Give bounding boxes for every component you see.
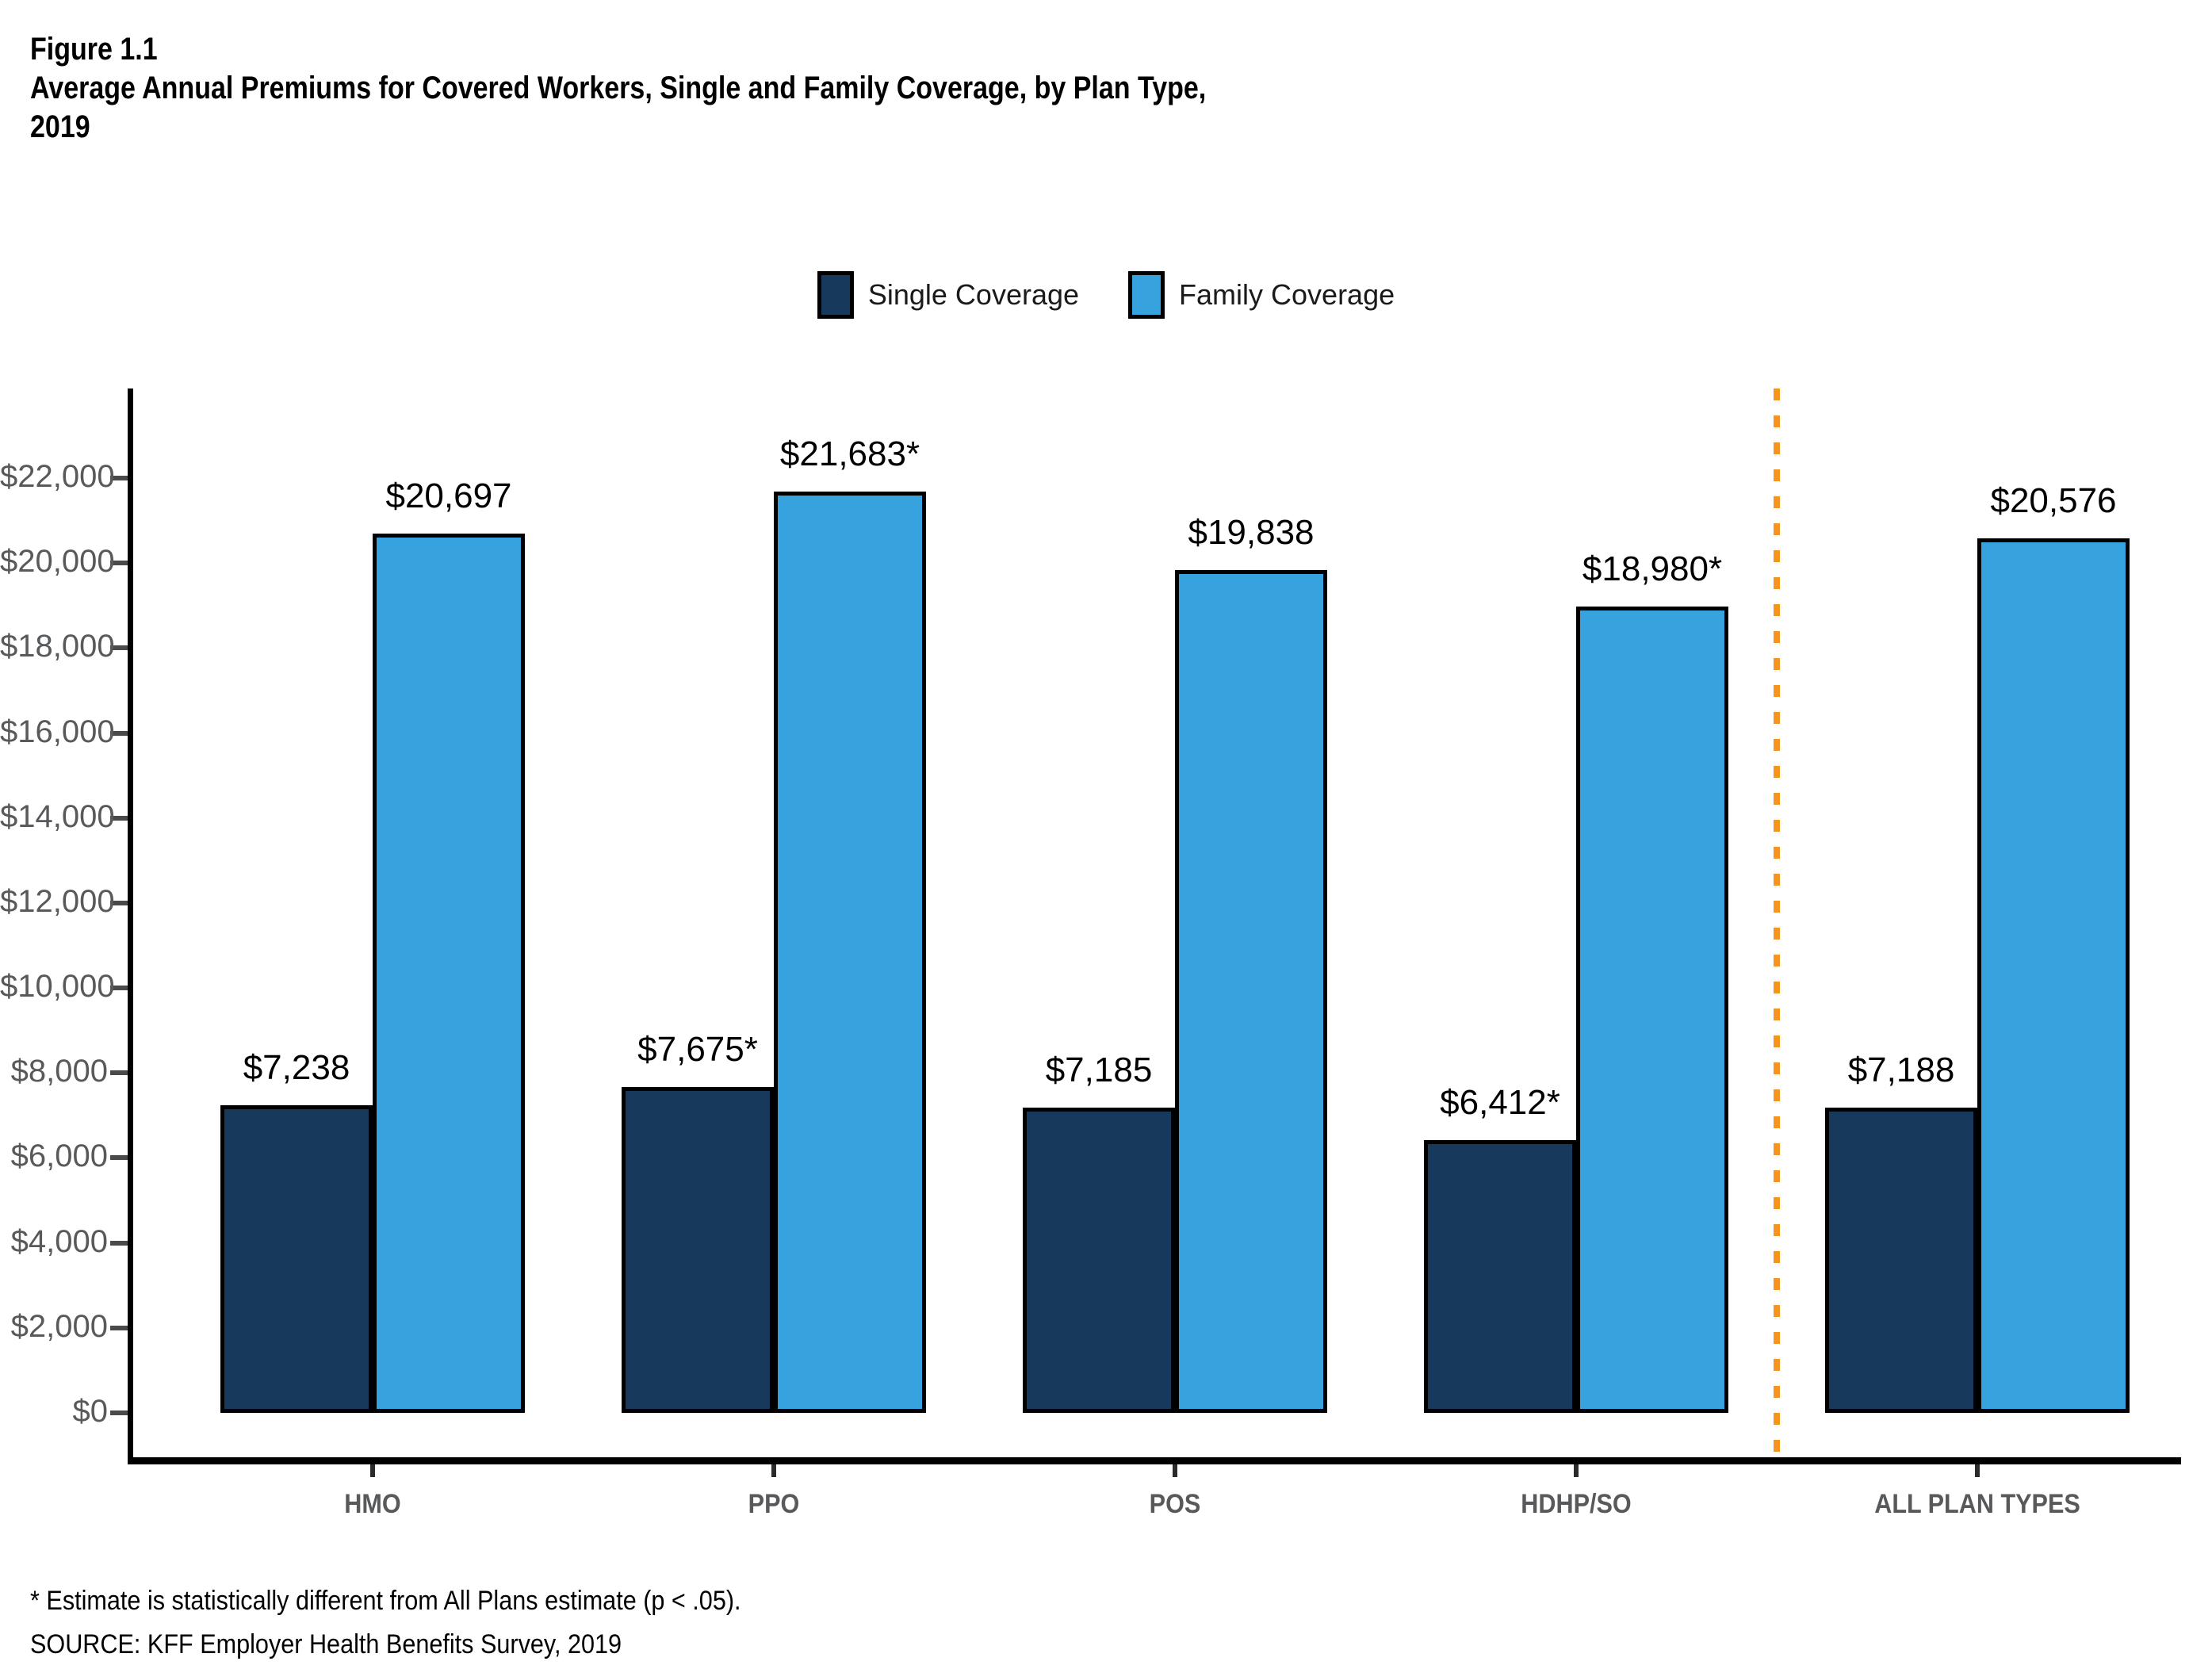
legend-label-single: Single Coverage	[867, 278, 1080, 311]
bar-family-coverage	[1977, 538, 2130, 1413]
y-axis-line	[128, 388, 133, 1464]
legend-item-family: Family Coverage	[1128, 271, 1395, 319]
x-axis-label: POS	[1149, 1489, 1201, 1519]
y-axis-tick	[110, 815, 128, 821]
y-axis-tick-label: $8,000	[10, 1054, 108, 1089]
value-label-single: $7,238	[243, 1048, 350, 1088]
x-axis-tick	[1173, 1464, 1177, 1477]
figure-number: Figure 1.1	[30, 32, 158, 67]
y-axis-tick	[110, 561, 128, 566]
single-coverage-swatch	[817, 271, 854, 319]
y-axis-tick-label: $20,000	[0, 544, 115, 580]
y-axis-tick-label: $10,000	[0, 969, 115, 1005]
value-label-family: $19,838	[1188, 512, 1315, 552]
y-axis-tick-label: $22,000	[0, 459, 115, 494]
y-axis-tick-label: $2,000	[10, 1308, 108, 1344]
bar-family-coverage	[373, 533, 525, 1413]
bar-family-coverage	[1576, 606, 1728, 1413]
y-axis-tick	[110, 1070, 128, 1076]
bar-family-coverage	[1175, 569, 1327, 1413]
chart-legend: Single Coverage Family Coverage	[0, 271, 2212, 319]
y-axis-tick	[110, 900, 128, 905]
y-axis-tick	[110, 1325, 128, 1330]
bar-single-coverage	[1424, 1140, 1576, 1413]
y-axis-tick-label: $18,000	[0, 629, 115, 664]
y-axis-tick	[110, 645, 128, 651]
y-axis-tick-label: $16,000	[0, 714, 115, 749]
bar-single-coverage	[1023, 1107, 1175, 1413]
x-axis-tick	[1975, 1464, 1980, 1477]
y-axis-tick	[110, 1240, 128, 1246]
footnote-significance: * Estimate is statistically different fr…	[30, 1586, 741, 1616]
x-axis-tick	[370, 1464, 375, 1477]
y-axis-tick-label: $14,000	[0, 798, 115, 834]
bar-family-coverage	[774, 491, 926, 1413]
x-axis-tick	[771, 1464, 776, 1477]
y-axis-tick	[110, 1410, 128, 1415]
value-label-family: $20,697	[385, 476, 512, 515]
y-axis-tick-label: $12,000	[0, 883, 115, 919]
legend-label-family: Family Coverage	[1179, 278, 1395, 311]
x-axis-label: PPO	[748, 1489, 800, 1519]
value-label-family: $18,980*	[1582, 549, 1723, 588]
y-axis-tick	[110, 730, 128, 736]
bar-single-coverage	[622, 1086, 774, 1413]
value-label-family: $20,576	[1990, 481, 2117, 521]
legend-item-single: Single Coverage	[817, 271, 1079, 319]
y-axis-tick	[110, 1155, 128, 1161]
value-label-single: $7,675*	[637, 1029, 758, 1069]
footnote-source: SOURCE: KFF Employer Health Benefits Sur…	[30, 1629, 622, 1659]
x-axis-label: ALL PLAN TYPES	[1874, 1489, 2080, 1519]
family-coverage-swatch	[1128, 271, 1165, 319]
y-axis-tick-label: $4,000	[10, 1223, 108, 1259]
figure-title: Average Annual Premiums for Covered Work…	[30, 71, 1207, 105]
value-label-single: $7,188	[1847, 1050, 1955, 1089]
figure-title-year: 2019	[30, 109, 90, 144]
y-axis-tick	[110, 476, 128, 480]
x-axis-label: HMO	[344, 1489, 401, 1519]
bar-single-coverage	[1825, 1107, 1977, 1413]
bar-single-coverage	[220, 1105, 373, 1413]
value-label-family: $21,683*	[779, 434, 920, 473]
value-label-single: $6,412*	[1440, 1083, 1560, 1123]
x-axis-label: HDHP/SO	[1521, 1489, 1632, 1519]
y-axis-tick-label: $0	[72, 1394, 109, 1429]
x-axis-tick	[1574, 1464, 1579, 1477]
y-axis-tick-label: $6,000	[10, 1139, 108, 1174]
value-label-single: $7,185	[1045, 1050, 1153, 1089]
y-axis-tick	[110, 986, 128, 991]
figure-title-block: Figure 1.1 Average Annual Premiums for C…	[30, 30, 1206, 147]
x-axis-line	[128, 1457, 2181, 1464]
all-plans-separator-line	[1774, 388, 1780, 1457]
